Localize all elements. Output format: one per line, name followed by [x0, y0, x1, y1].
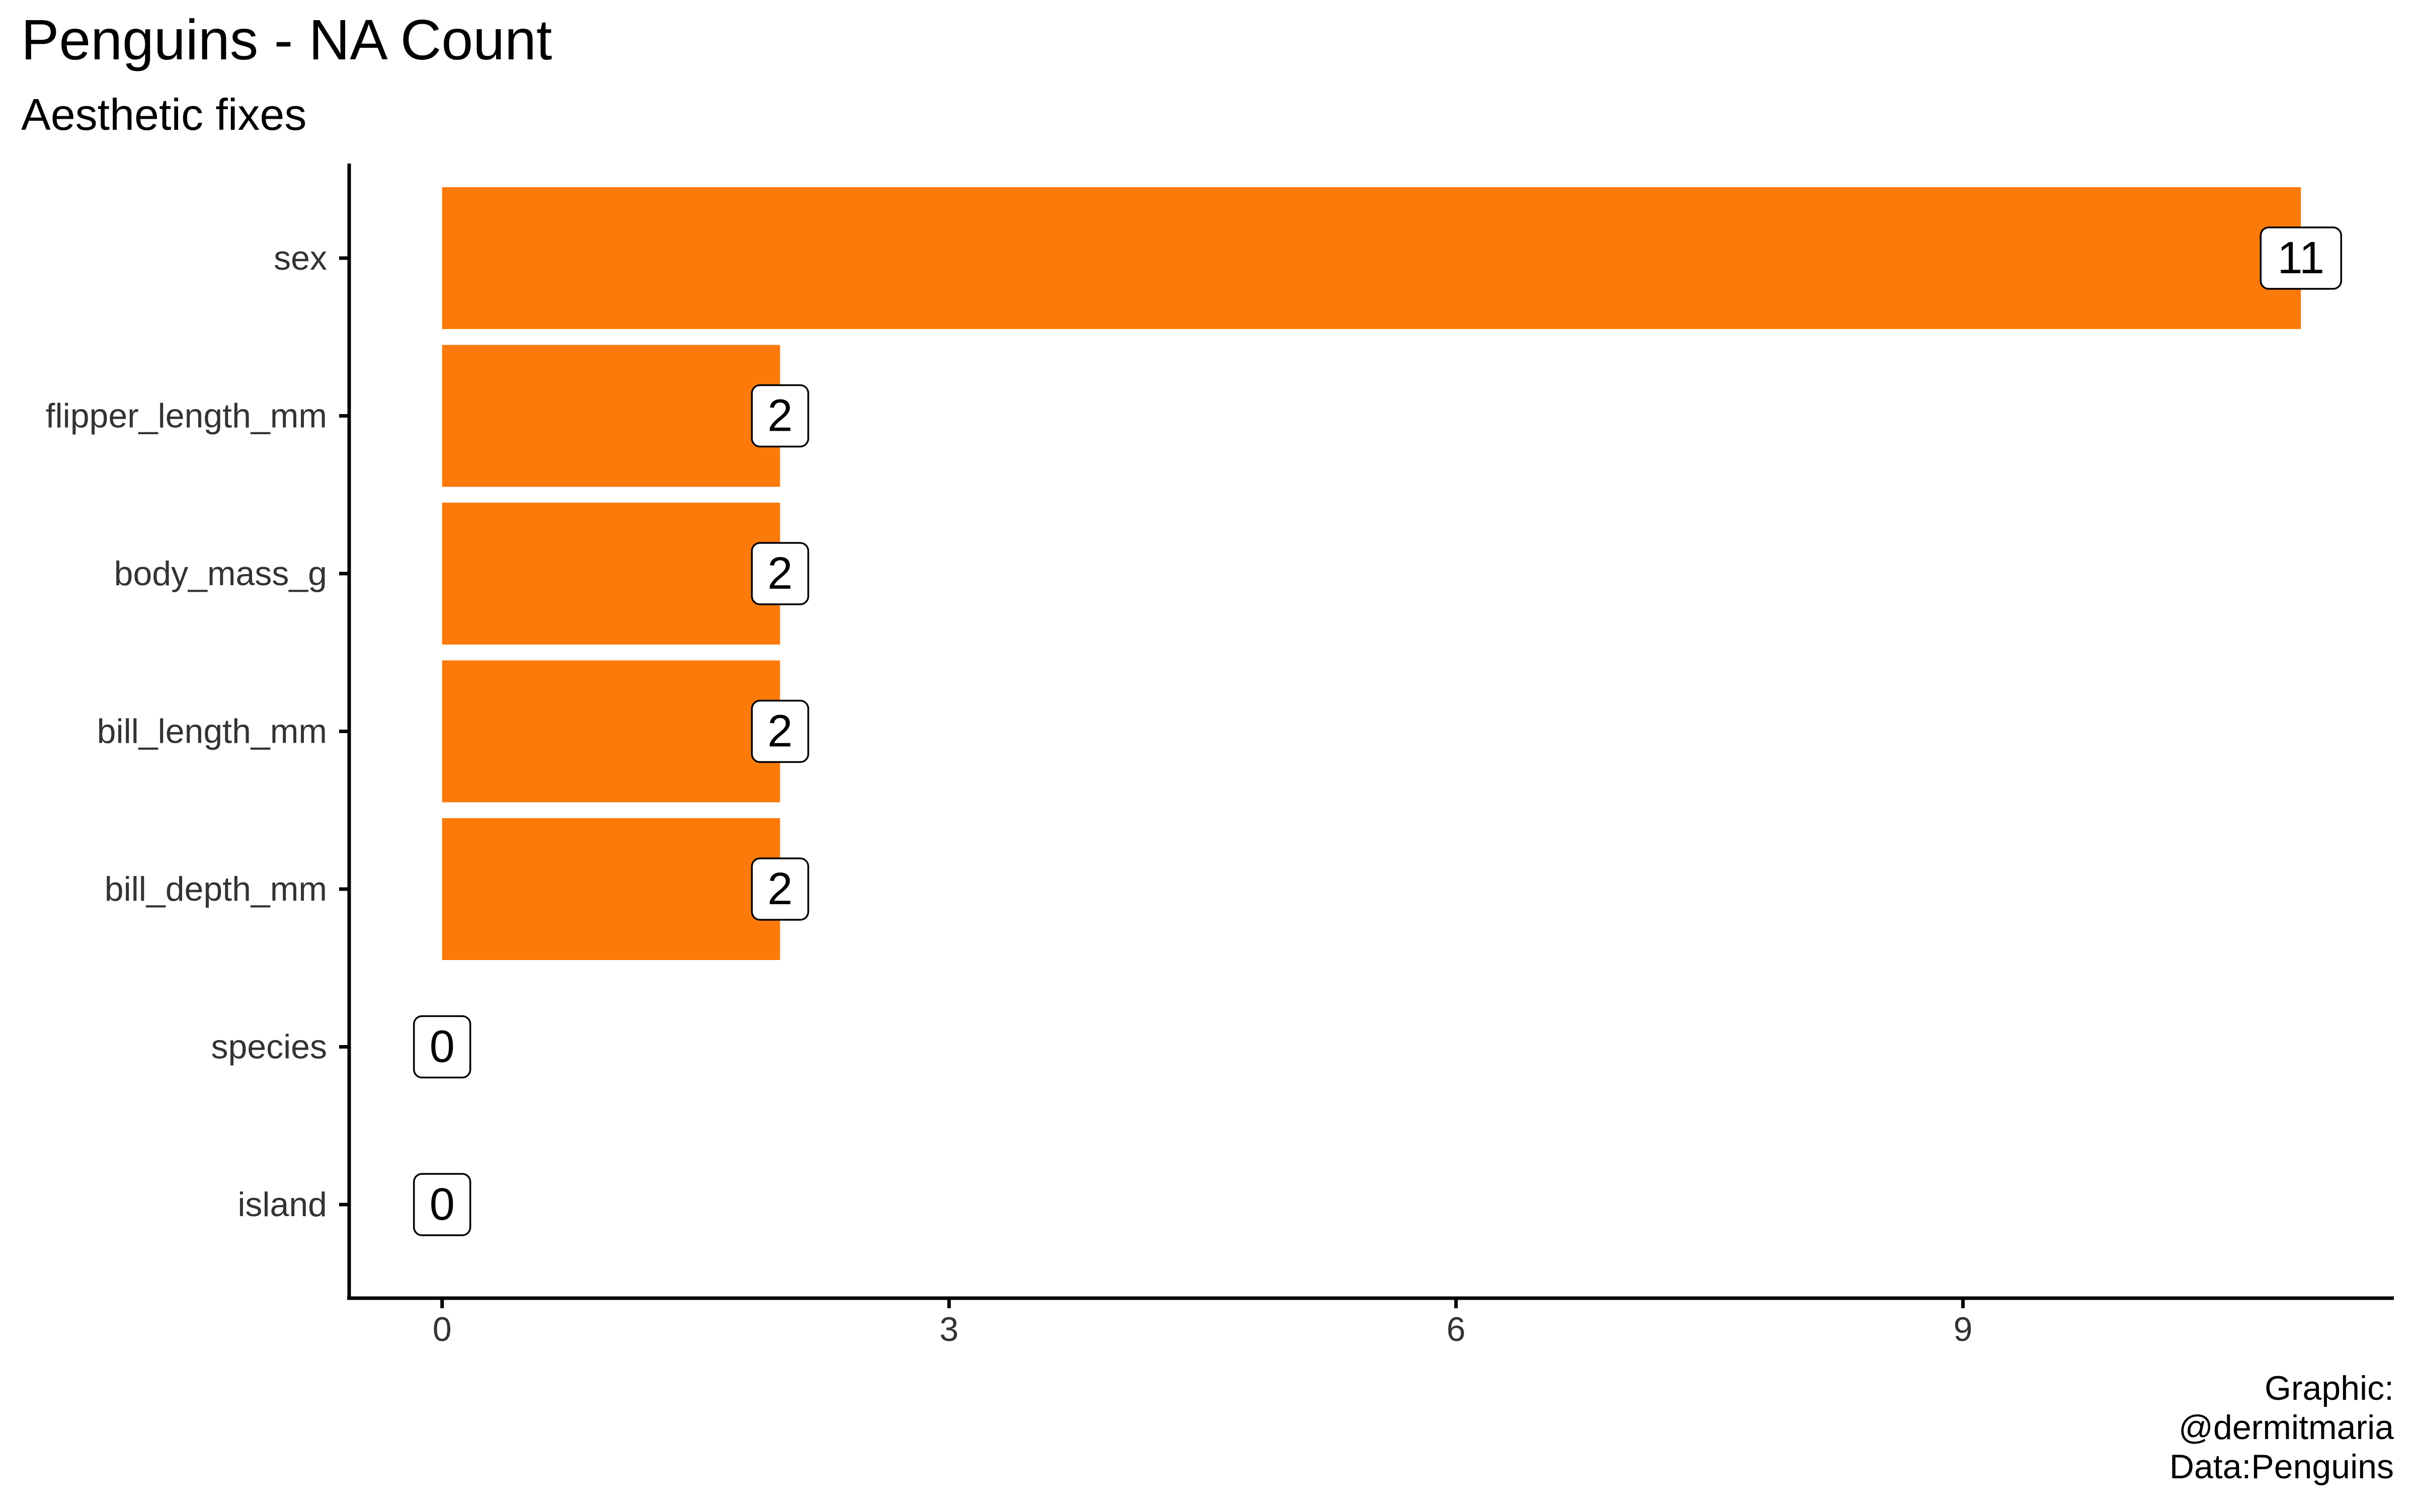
data-label-box: [2260, 226, 2343, 290]
data-label-box: [751, 542, 810, 605]
x-tick-label: 3: [939, 1310, 958, 1348]
data-label-box: [751, 857, 810, 921]
data-label: 2: [767, 548, 792, 599]
y-tick-label: island: [237, 1185, 327, 1224]
data-label: 2: [767, 864, 792, 914]
chart-title: Penguins - NA Count: [21, 8, 552, 71]
bar: [442, 187, 2301, 329]
bar: [442, 660, 780, 803]
data-label-box: [413, 1015, 471, 1079]
data-label-box: [751, 699, 810, 763]
bars-layer: [442, 187, 2301, 960]
caption-line: Data:Penguins: [2169, 1448, 2394, 1486]
data-label-box: [751, 384, 810, 448]
chart-caption: Graphic: @dermitmaria Data:Penguins: [2169, 1369, 2394, 1486]
y-tick-label: bill_length_mm: [97, 712, 327, 751]
bar: [442, 503, 780, 645]
y-tick-label: species: [211, 1028, 327, 1066]
bar: [442, 345, 780, 487]
x-tick-label: 0: [433, 1310, 452, 1348]
data-label: 11: [2278, 233, 2324, 283]
y-axis: sex flipper_length_mm body_mass_g bill_leng…: [46, 239, 349, 1224]
data-labels-layer: 11 2 2 2 2 0 0: [413, 226, 2343, 1236]
x-tick-label: 6: [1446, 1310, 1466, 1348]
caption-line: Graphic:: [2265, 1369, 2394, 1407]
x-tick-label: 9: [1954, 1310, 1973, 1348]
x-axis: 0 3 6 9: [433, 1298, 1973, 1348]
chart-subtitle: Aesthetic fixes: [21, 90, 306, 139]
data-label: 0: [430, 1022, 455, 1072]
y-tick-label: sex: [274, 239, 327, 277]
data-label: 0: [430, 1179, 455, 1230]
y-tick-label: bill_depth_mm: [105, 870, 327, 908]
bar: [442, 818, 780, 960]
y-tick-label: body_mass_g: [114, 554, 327, 593]
y-tick-label: flipper_length_mm: [46, 397, 327, 435]
data-label-box: [413, 1173, 471, 1236]
data-label: 2: [767, 391, 792, 441]
data-label: 2: [767, 706, 792, 757]
caption-line: @dermitmaria: [2179, 1408, 2394, 1447]
